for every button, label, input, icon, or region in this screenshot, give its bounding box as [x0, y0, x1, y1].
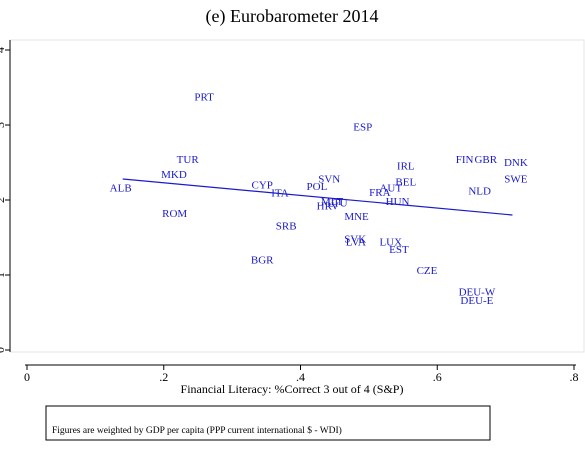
y-tick-label: 0: [0, 347, 7, 353]
x-tick-label: .8: [570, 370, 579, 384]
x-tick-label: 0: [24, 370, 30, 384]
point-label: ROM: [162, 208, 187, 220]
point-label: DEU-E: [460, 295, 493, 307]
point-label: ESP: [353, 122, 372, 134]
point-label: FIN: [456, 154, 474, 166]
point-label: GBR: [474, 154, 497, 166]
note: Figures are weighted by GDP per capita (…: [52, 425, 342, 436]
point-label: HRV: [317, 200, 339, 212]
y-tick-label: 1: [0, 272, 7, 278]
x-axis-label: Financial Literacy: %Correct 3 out of 4 …: [181, 382, 404, 396]
x-tick-label: .2: [159, 370, 168, 384]
point-label: LTU: [327, 197, 347, 209]
point-label: DNK: [504, 157, 528, 169]
point-label: CZE: [417, 265, 438, 277]
point-label: IRL: [397, 161, 415, 173]
point-label: TUR: [177, 154, 200, 166]
point-label: EST: [389, 244, 409, 256]
point-label: PRT: [194, 92, 214, 104]
point-label: DEU-W: [459, 287, 496, 299]
point-label: POL: [307, 181, 328, 193]
point-label: AUT: [379, 182, 402, 194]
point-label: ALB: [110, 182, 132, 194]
y-tick-label: 2: [0, 197, 7, 203]
y-tick-label: 3: [0, 122, 7, 128]
x-tick-label: .4: [296, 370, 305, 384]
point-label: MNE: [344, 211, 369, 223]
point-label: SVK: [344, 233, 366, 245]
point-label: FRA: [369, 187, 390, 199]
point-label: SWE: [504, 173, 528, 185]
point-label: BGR: [251, 254, 274, 266]
point-label: MKD: [161, 169, 187, 181]
point-label: LVA: [346, 236, 366, 248]
point-label: HUN: [386, 196, 410, 208]
plot-frame: [9, 39, 585, 353]
x-tick-label: .6: [433, 370, 442, 384]
note-box: [45, 405, 491, 441]
point-label: ITA: [271, 188, 289, 200]
point-label: BEL: [395, 176, 416, 188]
chart-title: (e) Eurobarometer 2014: [206, 6, 379, 27]
point-label: NLD: [468, 185, 491, 197]
fit-line: [122, 178, 513, 216]
point-label: LUX: [379, 236, 402, 248]
point-label: MLT: [321, 196, 343, 208]
y-tick-label: 4: [0, 47, 7, 53]
point-label: SRB: [276, 221, 297, 233]
point-label: SVN: [318, 173, 340, 185]
point-label: CYP: [252, 179, 273, 191]
